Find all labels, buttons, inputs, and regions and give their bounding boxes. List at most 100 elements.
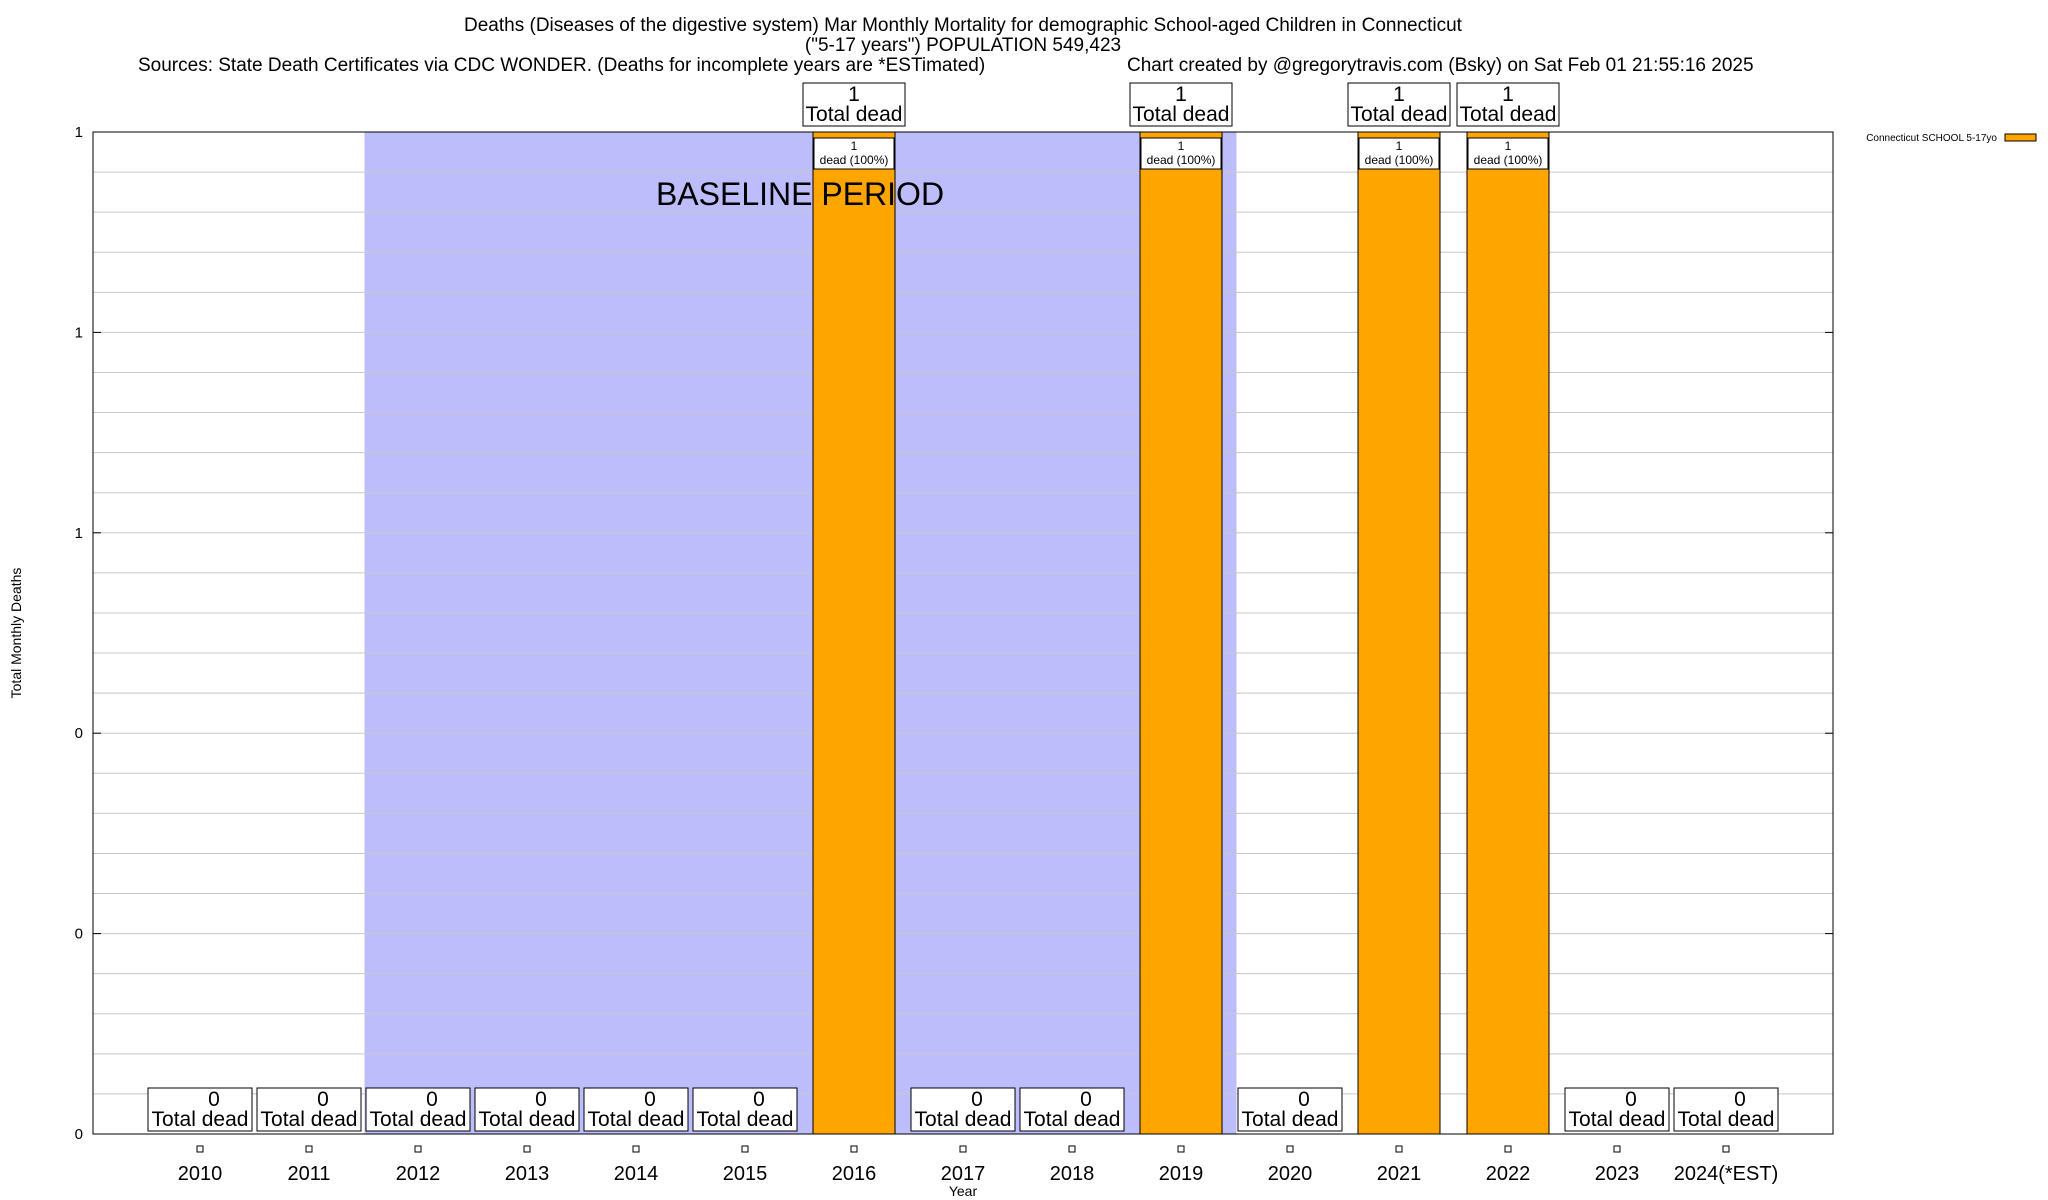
- x-tick-marker: [1613, 1145, 1621, 1153]
- total-dead-text: Total dead: [479, 1108, 576, 1131]
- x-tick-label: 2017: [941, 1163, 986, 1185]
- x-tick-marker: [1286, 1145, 1294, 1153]
- total-dead-box: [692, 1087, 798, 1132]
- x-tick-label: 2024(*EST): [1674, 1163, 1779, 1185]
- x-tick-label: 2015: [723, 1163, 768, 1185]
- total-dead-number: 0: [208, 1088, 220, 1111]
- bar-value-number: 1: [1505, 139, 1512, 153]
- total-dead-box: [1673, 1087, 1779, 1132]
- x-tick-label: 2010: [178, 1163, 223, 1185]
- total-dead-number: 0: [1734, 1088, 1746, 1111]
- bar-value-text: dead (100%): [1147, 153, 1216, 167]
- x-tick-marker: [1395, 1145, 1403, 1153]
- x-tick-marker: [414, 1145, 422, 1153]
- chart-credit: Chart created by @gregorytravis.com (Bsk…: [1127, 55, 1754, 76]
- total-dead-box: [583, 1087, 689, 1132]
- y-axis-ticks: 0 0 0 1 1 1: [75, 124, 1833, 1143]
- x-axis-label: Year: [949, 1183, 978, 1199]
- x-tick-marker: [632, 1145, 640, 1153]
- bar-value-box: [1358, 137, 1440, 170]
- total-dead-text: Total dead: [1678, 1108, 1775, 1131]
- bar-value-box: [1467, 137, 1549, 170]
- x-tick-label: 2014: [614, 1163, 659, 1185]
- bar-value-text: dead (100%): [1365, 153, 1434, 167]
- total-dead-box: [1019, 1087, 1125, 1132]
- x-tick-marker: [1177, 1145, 1185, 1153]
- total-dead-box: [365, 1087, 471, 1132]
- x-tick-label: 2013: [505, 1163, 550, 1185]
- total-dead-box: [147, 1087, 253, 1132]
- total-dead-number: 0: [1298, 1088, 1310, 1111]
- total-dead-number: 1: [1175, 83, 1187, 106]
- total-dead-box: [256, 1087, 362, 1132]
- total-dead-text: Total dead: [1569, 1108, 1666, 1131]
- bar-value-box: [1140, 137, 1222, 170]
- plot-frame: [92, 131, 1834, 1135]
- x-tick-label: 2016: [832, 1163, 877, 1185]
- chart-sources: Sources: State Death Certificates via CD…: [138, 55, 985, 76]
- bar: [1357, 131, 1441, 1135]
- total-dead-box: [1456, 82, 1560, 127]
- x-tick-marker: [850, 1145, 858, 1153]
- bar: [812, 131, 896, 1135]
- y-axis-label: Total Monthly Deaths: [8, 568, 24, 699]
- bar-value-number: 1: [851, 139, 858, 153]
- total-dead-number: 0: [1080, 1088, 1092, 1111]
- x-tick-label: 2012: [396, 1163, 441, 1185]
- bar-value-number: 1: [1178, 139, 1185, 153]
- x-tick-marker: [305, 1145, 313, 1153]
- y-tick-label: 1: [75, 324, 83, 341]
- y-tick-label: 1: [75, 124, 83, 141]
- total-dead-box: [1347, 82, 1451, 127]
- chart-title: Deaths (Diseases of the digestive system…: [464, 15, 1463, 36]
- legend: Connecticut SCHOOL 5-17yo: [1866, 133, 2037, 144]
- bar-value-number: 1: [1396, 139, 1403, 153]
- total-dead-box: [1564, 1087, 1670, 1132]
- total-dead-number: 0: [426, 1088, 438, 1111]
- bars: [812, 131, 1550, 1135]
- y-tick-label: 1: [75, 525, 83, 542]
- total-dead-box: [910, 1087, 1016, 1132]
- total-dead-number: 0: [1625, 1088, 1637, 1111]
- x-tick-label: 2021: [1377, 1163, 1422, 1185]
- x-tick-marker: [741, 1145, 749, 1153]
- total-dead-text: Total dead: [806, 103, 903, 126]
- total-dead-text: Total dead: [1351, 103, 1448, 126]
- bar-value-text: dead (100%): [1474, 153, 1543, 167]
- x-tick-marker: [1068, 1145, 1076, 1153]
- x-tick-marker: [196, 1145, 204, 1153]
- y-tick-label: 0: [75, 725, 83, 742]
- x-tick-label: 2023: [1595, 1163, 1640, 1185]
- y-tick-label: 0: [75, 1126, 83, 1143]
- total-dead-text: Total dead: [915, 1108, 1012, 1131]
- total-dead-text: Total dead: [261, 1108, 358, 1131]
- total-dead-box: [1237, 1087, 1343, 1132]
- total-dead-text: Total dead: [1242, 1108, 1339, 1131]
- baseline-period-label: BASELINE PERIOD: [656, 176, 944, 212]
- legend-swatch: [2004, 133, 2037, 142]
- x-tick-label: 2020: [1268, 1163, 1313, 1185]
- total-dead-box: [1129, 82, 1233, 127]
- total-dead-text: Total dead: [152, 1108, 249, 1131]
- total-dead-text: Total dead: [697, 1108, 794, 1131]
- total-dead-box: [474, 1087, 580, 1132]
- total-dead-number: 1: [1393, 83, 1405, 106]
- x-tick-marker: [523, 1145, 531, 1153]
- bar: [1466, 131, 1550, 1135]
- baseline-period-shading: [364, 132, 1237, 1134]
